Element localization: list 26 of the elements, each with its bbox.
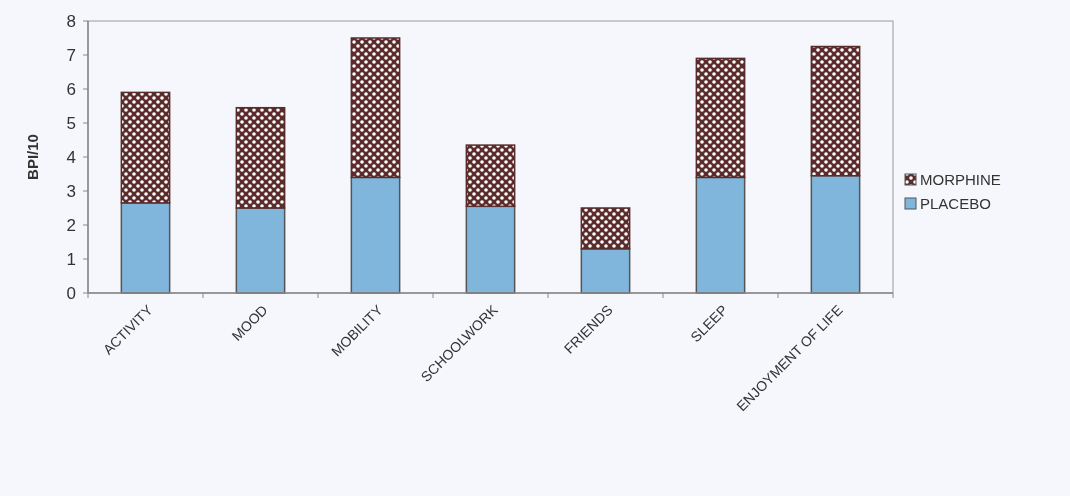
- bar: [350, 176, 401, 294]
- y-tick-label: 8: [66, 11, 76, 31]
- y-tick-label: 5: [66, 113, 76, 133]
- bar: [810, 45, 861, 177]
- y-tick-label: 7: [66, 45, 76, 65]
- y-tick-label: 3: [66, 181, 76, 201]
- bar: [695, 176, 746, 294]
- y-tick-label: 2: [66, 215, 76, 235]
- bar: [580, 248, 631, 294]
- bar: [235, 106, 286, 209]
- y-tick-label: 0: [66, 283, 76, 303]
- bar: [120, 202, 171, 294]
- bar: [695, 57, 746, 179]
- bar: [235, 207, 286, 294]
- bar: [810, 174, 861, 294]
- y-tick-label: 1: [66, 249, 76, 269]
- y-tick-label: 6: [66, 79, 76, 99]
- legend-label: PLACEBO: [920, 195, 991, 213]
- bar: [120, 91, 171, 204]
- bar: [465, 205, 516, 294]
- bar: [465, 144, 516, 208]
- bar: [580, 207, 631, 250]
- legend-label: MORPHINE: [920, 171, 1001, 189]
- y-tick-label: 4: [66, 147, 76, 167]
- bar: [350, 37, 401, 179]
- y-axis-title: BPI/10: [24, 134, 41, 180]
